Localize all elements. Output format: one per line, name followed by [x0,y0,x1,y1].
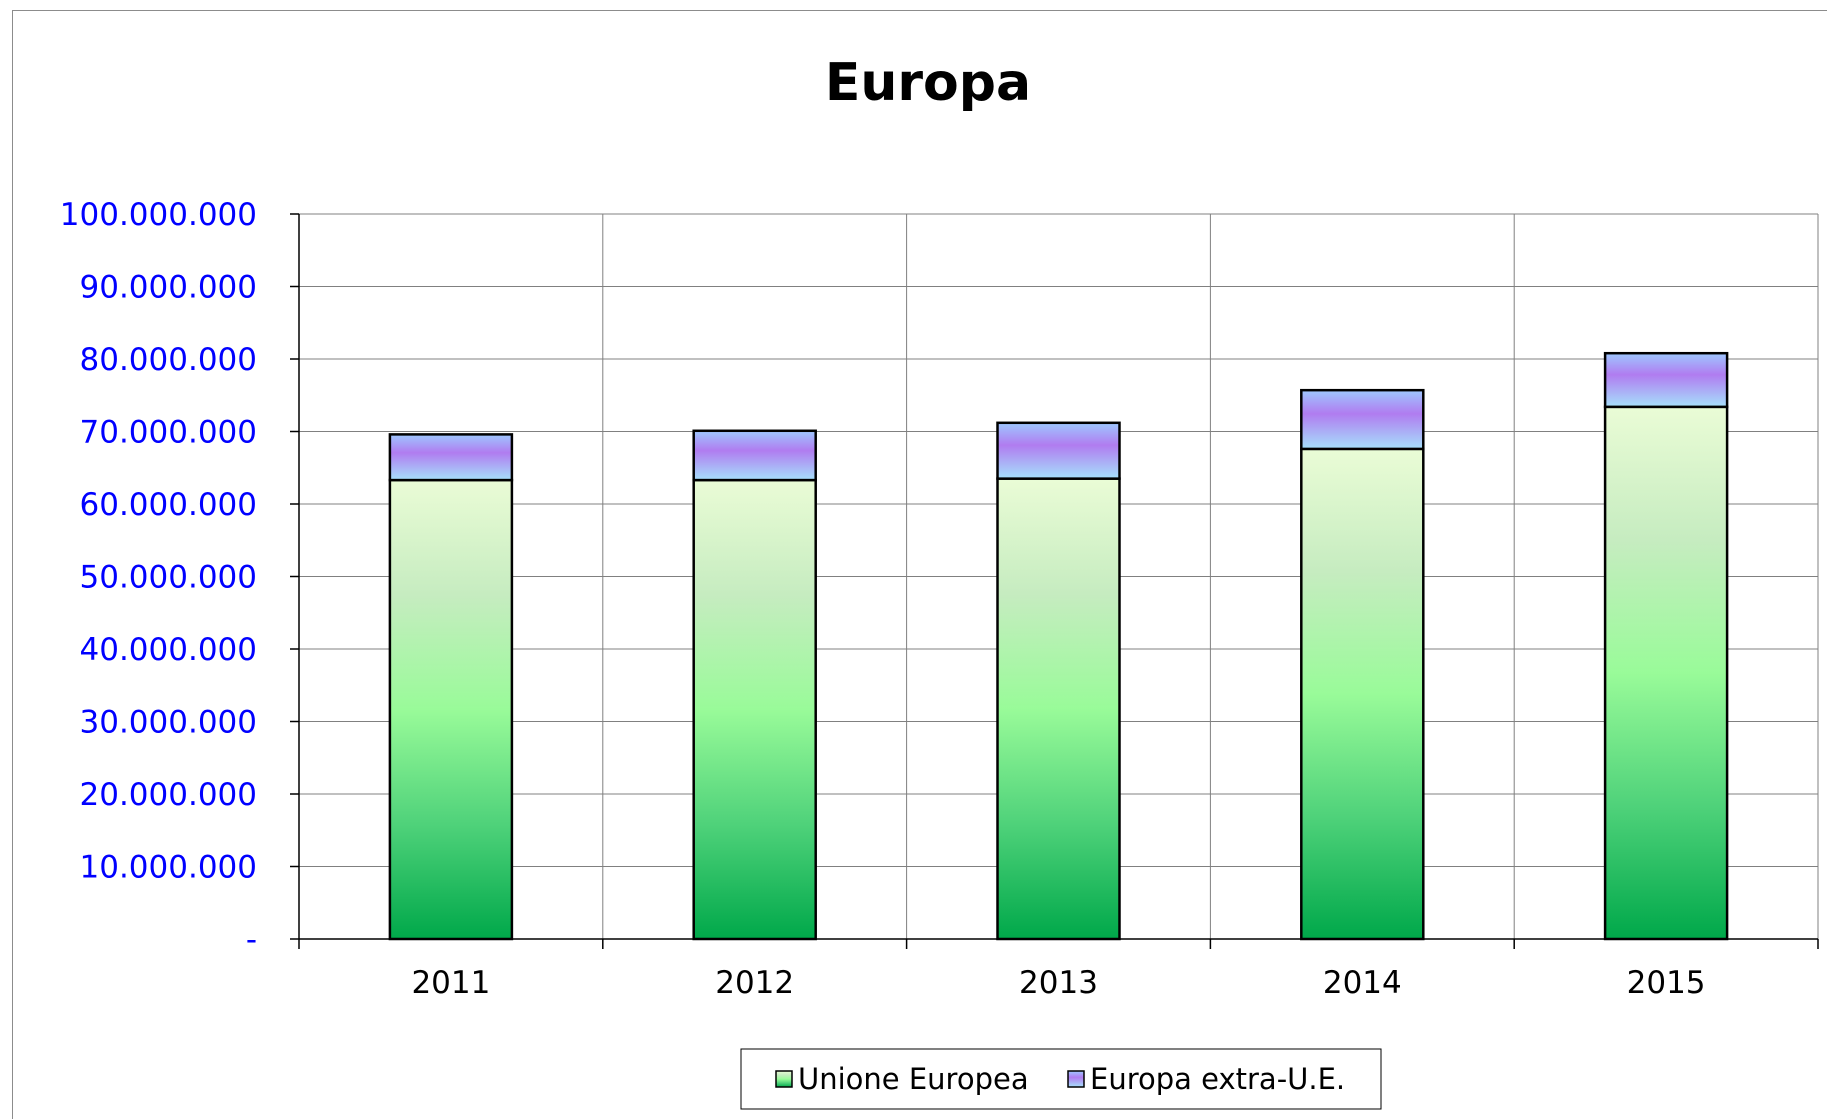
chart-title: Europa [825,53,1031,113]
x-tick-label: 2012 [715,965,794,1001]
legend-swatch-unione-europea [775,1070,793,1088]
bar-unione-europea-2011 [388,478,514,941]
x-tick-label: 2014 [1323,965,1402,1001]
legend-label-europa-extra-ue: Europa extra-U.E. [1090,1062,1345,1096]
y-tick-label: 20.000.000 [80,777,258,813]
bar-europa-extra-ue-2014 [1300,388,1425,451]
x-tick-label: 2011 [411,965,490,1001]
bar-unione-europea-2014 [1300,447,1425,941]
legend-box [740,1048,1382,1110]
bar-europa-extra-ue-2013 [996,421,1121,480]
bar-europa-extra-ue-2012 [692,429,817,482]
y-tick-label: 90.000.000 [80,270,258,306]
y-tick-label: 80.000.000 [80,342,258,378]
legend-swatch-europa-extra-ue [1067,1070,1085,1088]
y-tick-label: 10.000.000 [80,850,258,886]
legend-label-unione-europea: Unione Europea [798,1062,1029,1096]
x-tick-label: 2015 [1627,965,1706,1001]
bar-europa-extra-ue-2015 [1603,351,1729,409]
y-tick-label: - [246,922,257,958]
bar-unione-europea-2015 [1603,405,1729,941]
y-tick-label: 30.000.000 [80,705,258,741]
y-tick-label: 60.000.000 [80,487,258,523]
bar-europa-extra-ue-2011 [388,433,514,482]
y-tick-label: 70.000.000 [80,415,258,451]
y-tick-label: 40.000.000 [80,632,258,668]
bar-unione-europea-2013 [996,477,1121,941]
y-tick-label: 100.000.000 [60,197,257,233]
x-tick-label: 2013 [1019,965,1098,1001]
bar-unione-europea-2012 [692,478,817,941]
y-tick-label: 50.000.000 [80,560,258,596]
chart-frame [12,10,1827,1119]
